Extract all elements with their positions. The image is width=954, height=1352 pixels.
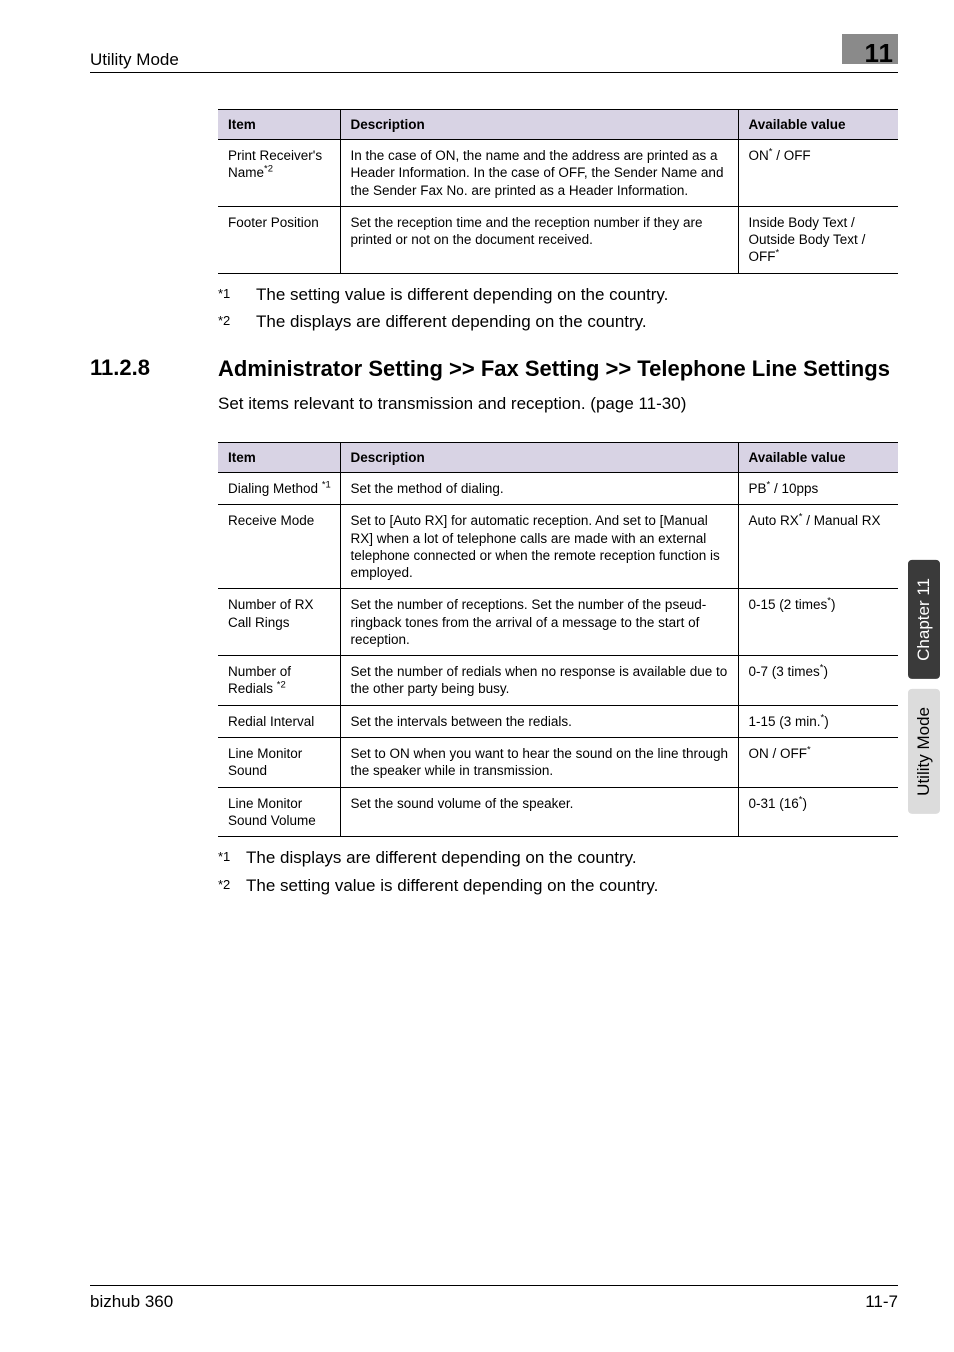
section-heading: 11.2.8 Administrator Setting >> Fax Sett… [90,355,898,383]
cell-available: 0-31 (16*) [738,787,898,837]
footnote-mark: *1 [218,282,256,308]
table-row: Redial IntervalSet the intervals between… [218,705,898,737]
cell-item: Footer Position [218,206,340,273]
cell-item: Redial Interval [218,705,340,737]
cell-available: ON / OFF* [738,738,898,788]
cell-available: 0-15 (2 times*) [738,589,898,656]
footnote-mark: *2 [218,873,246,899]
section-number: 11.2.8 [90,355,218,383]
table-row: Number of Redials *2Set the number of re… [218,656,898,706]
cell-description: Set to ON when you want to hear the soun… [340,738,738,788]
section-para: Set items relevant to transmission and r… [218,394,898,414]
cell-description: Set the method of dialing. [340,473,738,505]
col-description: Description [340,110,738,140]
cell-available: Auto RX* / Manual RX [738,505,898,589]
cell-item: Number of RX Call Rings [218,589,340,656]
cell-description: Set the number of receptions. Set the nu… [340,589,738,656]
tab-chapter: Chapter 11 [908,560,940,679]
footer-right: 11-7 [865,1292,898,1312]
table-line-settings: Item Description Available value Dialing… [218,442,898,837]
footnote-text: The displays are different depending on … [246,845,637,871]
cell-description: Set the reception time and the reception… [340,206,738,273]
cell-item: Print Receiver's Name*2 [218,140,340,207]
table-row: Footer PositionSet the reception time an… [218,206,898,273]
page-footer: bizhub 360 11-7 [90,1285,898,1312]
chapter-number: 11 [865,38,895,69]
tab-mode: Utility Mode [908,689,940,814]
table-header-footer: Item Description Available value Print R… [218,109,898,274]
cell-item: Dialing Method *1 [218,473,340,505]
cell-item: Receive Mode [218,505,340,589]
cell-available: Inside Body Text / Outside Body Text / O… [738,206,898,273]
table-row: Number of RX Call RingsSet the number of… [218,589,898,656]
cell-description: Set the intervals between the redials. [340,705,738,737]
cell-available: 0-7 (3 times*) [738,656,898,706]
table-row: Line Monitor SoundSet to ON when you wan… [218,738,898,788]
header-title: Utility Mode [90,50,179,70]
footnote-mark: *1 [218,845,246,871]
footnote-text: The setting value is different depending… [256,282,668,308]
chapter-badge: 11 [836,40,898,70]
footnote-mark: *2 [218,309,256,335]
side-tabs: Chapter 11 Utility Mode [908,560,940,824]
col-available: Available value [738,110,898,140]
cell-description: Set the sound volume of the speaker. [340,787,738,837]
table-row: Print Receiver's Name*2In the case of ON… [218,140,898,207]
table-row: Dialing Method *1Set the method of diali… [218,473,898,505]
cell-available: ON* / OFF [738,140,898,207]
col-description: Description [340,443,738,473]
col-item: Item [218,110,340,140]
col-item: Item [218,443,340,473]
col-available: Available value [738,443,898,473]
footnote: *1 The setting value is different depend… [218,282,898,308]
section-title: Administrator Setting >> Fax Setting >> … [218,355,898,383]
footnotes-block: *1 The displays are different depending … [218,845,898,898]
footer-left: bizhub 360 [90,1292,173,1312]
cell-description: In the case of ON, the name and the addr… [340,140,738,207]
cell-description: Set the number of redials when no respon… [340,656,738,706]
footnote-text: The setting value is different depending… [246,873,658,899]
footnote: *2 The displays are different depending … [218,309,898,335]
table-row: Receive ModeSet to [Auto RX] for automat… [218,505,898,589]
footnote-text: The displays are different depending on … [256,309,647,335]
table-row: Line Monitor Sound VolumeSet the sound v… [218,787,898,837]
cell-item: Line Monitor Sound Volume [218,787,340,837]
cell-item: Line Monitor Sound [218,738,340,788]
cell-available: 1-15 (3 min.*) [738,705,898,737]
cell-item: Number of Redials *2 [218,656,340,706]
cell-description: Set to [Auto RX] for automatic reception… [340,505,738,589]
cell-available: PB* / 10pps [738,473,898,505]
page-header: Utility Mode 11 [90,40,898,73]
